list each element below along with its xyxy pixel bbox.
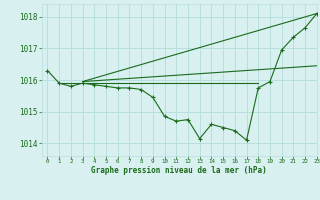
X-axis label: Graphe pression niveau de la mer (hPa): Graphe pression niveau de la mer (hPa) <box>91 166 267 175</box>
